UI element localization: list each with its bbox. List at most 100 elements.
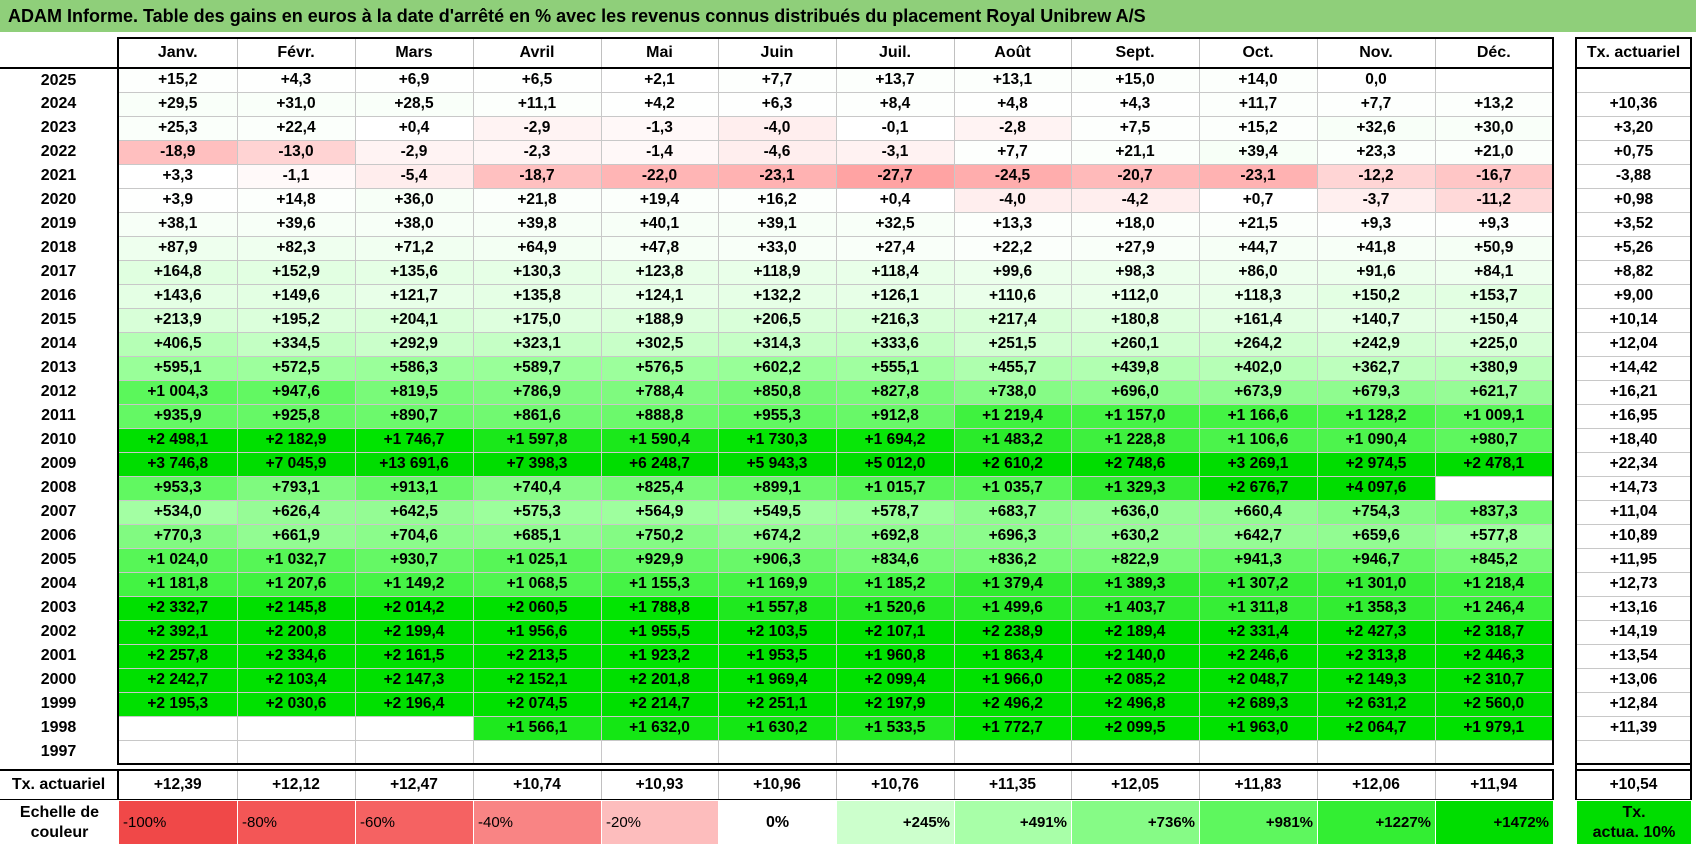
gain-cell: +143,6: [117, 283, 238, 309]
gain-cell: +161,4: [1198, 307, 1318, 333]
gain-cell: +217,4: [953, 307, 1072, 333]
gain-cell: [1198, 739, 1318, 765]
gain-cell: +204,1: [354, 307, 474, 333]
gain-cell: +793,1: [236, 475, 356, 501]
gain-cell: +1 035,7: [953, 475, 1072, 501]
gain-cell: +8,4: [835, 91, 955, 117]
footer-actuariel-cell: +12,05: [1070, 769, 1200, 801]
gain-cell: +595,1: [117, 355, 238, 381]
gain-cell: +2 197,9: [835, 691, 955, 717]
year-row: 2014 +406,5 +334,5 +292,9 +323,1 +302,5 +314,3…: [0, 331, 1692, 357]
gain-cell: +2 257,8: [117, 643, 238, 669]
gain-cell: +636,0: [1070, 499, 1200, 525]
gain-cell: +2 103,5: [717, 619, 837, 645]
gain-cell: +2 676,7: [1198, 475, 1318, 501]
gain-cell: +1 246,4: [1434, 595, 1554, 621]
gain-cell: +1 403,7: [1070, 595, 1200, 621]
actuariel-target-line1: Tx.: [1622, 803, 1646, 821]
gain-cell: +2 610,2: [953, 451, 1072, 477]
gain-cell: +572,5: [236, 355, 356, 381]
gain-cell: +2 251,1: [717, 691, 837, 717]
gain-cell: [1434, 739, 1554, 765]
gain-cell: +576,5: [600, 355, 719, 381]
actuariel-cell: +10,36: [1575, 91, 1692, 117]
gain-cell: +21,0: [1434, 139, 1554, 165]
gain-cell: -12,2: [1316, 163, 1436, 189]
gain-cell: +0,4: [354, 115, 474, 141]
gain-cell: +2 149,3: [1316, 667, 1436, 693]
actuariel-cell: +3,20: [1575, 115, 1692, 141]
gain-cell: +1 566,1: [472, 715, 602, 741]
gain-cell: +334,5: [236, 331, 356, 357]
gain-cell: +1 185,2: [835, 571, 955, 597]
gain-cell: +1 157,0: [1070, 403, 1200, 429]
gain-cell: [835, 739, 955, 765]
gain-cell: +935,9: [117, 403, 238, 429]
gain-cell: +2 331,4: [1198, 619, 1318, 645]
gain-cell: +2 200,8: [236, 619, 356, 645]
gain-cell: +21,5: [1198, 211, 1318, 237]
gain-cell: +2 189,4: [1070, 619, 1200, 645]
actuariel-cell: +14,73: [1575, 475, 1692, 501]
footer-actuariel-cell: +11,35: [953, 769, 1072, 801]
gain-cell: +118,4: [835, 259, 955, 285]
column-gap: [1553, 140, 1576, 164]
actuariel-cell: +12,84: [1575, 691, 1692, 717]
column-gap: [1553, 644, 1576, 668]
gain-cell: +1 004,3: [117, 379, 238, 405]
year-label: 2010: [40, 431, 77, 448]
year-row: 1998 +1 566,1 +1 632,0 +1 630,2 +1 533,5 +1 7…: [0, 715, 1692, 741]
year-row: 2022 -18,9 -13,0 -2,9 -2,3 -1,4 -4,6 -3,1 +7,7 +2…: [0, 139, 1692, 165]
color-scale-swatch: +1227%: [1317, 800, 1436, 845]
year-label: 2006: [40, 527, 77, 544]
gain-cell: +2 140,0: [1070, 643, 1200, 669]
gain-cell: +888,8: [600, 403, 719, 429]
gain-cell: +13,7: [835, 67, 955, 93]
gain-cell: +836,2: [953, 547, 1072, 573]
color-scale: Echelle de couleur -100% -80% -60% -40% -20%…: [0, 800, 1692, 845]
gain-cell: [236, 715, 356, 741]
footer-actuariel-cell: +10,93: [600, 769, 719, 801]
gain-cell: +1 788,8: [600, 595, 719, 621]
color-scale-swatch: -100%: [118, 800, 238, 845]
gain-cell: +36,0: [354, 187, 474, 213]
gain-cell: +2 074,5: [472, 691, 602, 717]
footer-actuariel-cell: +10,96: [717, 769, 837, 801]
year-label: 1998: [40, 719, 77, 736]
gain-cell: +980,7: [1434, 427, 1554, 453]
gain-cell: +7,7: [1316, 91, 1436, 117]
gain-cell: +150,4: [1434, 307, 1554, 333]
gain-cell: +82,3: [236, 235, 356, 261]
gain-cell: -2,8: [953, 115, 1072, 141]
gain-cell: +50,9: [1434, 235, 1554, 261]
year-row: 2024 +29,5 +31,0 +28,5 +11,1 +4,2 +6,3 +8,4 +4,8…: [0, 91, 1692, 117]
gain-cell: +380,9: [1434, 355, 1554, 381]
gain-cell: +1 979,1: [1434, 715, 1554, 741]
gain-cell: +2 196,4: [354, 691, 474, 717]
actuariel-cell: +13,06: [1575, 667, 1692, 693]
gain-cell: +1 520,6: [835, 595, 955, 621]
gain-cell: +2 332,7: [117, 595, 238, 621]
gain-cell: +1 149,2: [354, 571, 474, 597]
gain-cell: +206,5: [717, 307, 837, 333]
year-row: 2010 +2 498,1 +2 182,9 +1 746,7 +1 597,8 +1 5…: [0, 427, 1692, 453]
column-gap: [1553, 572, 1576, 596]
gain-cell: +1 746,7: [354, 427, 474, 453]
gain-cell: +118,3: [1198, 283, 1318, 309]
year-label: 2023: [40, 119, 77, 136]
gain-cell: +140,7: [1316, 307, 1436, 333]
gain-cell: -23,1: [717, 163, 837, 189]
gain-cell: +38,1: [117, 211, 238, 237]
gain-cell: +22,2: [953, 235, 1072, 261]
gain-cell: +2 213,5: [472, 643, 602, 669]
column-gap: [1553, 68, 1576, 92]
gain-cell: +754,3: [1316, 499, 1436, 525]
gain-cell: +626,4: [236, 499, 356, 525]
actuariel-cell: [1575, 739, 1692, 765]
actuariel-cell: +10,89: [1575, 523, 1692, 549]
gain-cell: +1 128,2: [1316, 403, 1436, 429]
column-gap: [1553, 260, 1576, 284]
gain-cell: +2 631,2: [1316, 691, 1436, 717]
gain-cell: [953, 739, 1072, 765]
year-row: 2000 +2 242,7 +2 103,4 +2 147,3 +2 152,1 +2 2…: [0, 667, 1692, 693]
